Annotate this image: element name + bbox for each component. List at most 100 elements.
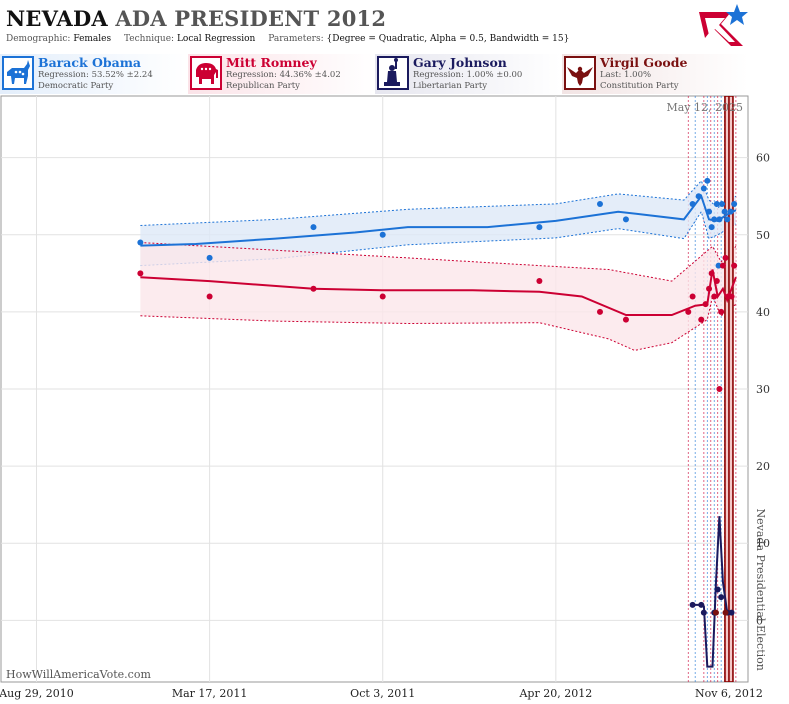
candidate-name: Virgil Goode (600, 55, 688, 70)
plot-area (137, 96, 738, 682)
liberty-statue-icon (377, 56, 409, 90)
poll-point (711, 216, 718, 223)
eagle-icon (564, 56, 596, 90)
x-tick-label: Aug 29, 2010 (0, 687, 74, 700)
candidate-regression: Regression: 44.36% ±4.02 (226, 70, 341, 80)
parameters-label: Parameters: (268, 34, 324, 44)
poll-point (379, 231, 386, 238)
candidate-legend: Barack Obama Regression: 53.52% ±2.24 De… (0, 54, 748, 94)
demographic-label: Demographic: (6, 34, 71, 44)
elephant-icon (190, 56, 222, 90)
y-tick-label: 0 (756, 614, 763, 627)
poll-point (700, 609, 707, 616)
poll-point (711, 293, 718, 300)
poll-point (596, 308, 603, 315)
poll-point (718, 594, 725, 601)
candidate-regression: Last: 1.00% (600, 70, 652, 80)
poll-point (712, 609, 719, 616)
confidence-upper (140, 179, 737, 226)
candidate-name: Barack Obama (38, 55, 142, 70)
poll-point (722, 609, 729, 616)
poll-point (704, 177, 711, 184)
confidence-upper (140, 242, 737, 282)
poll-point (622, 316, 629, 323)
poll-point (724, 216, 731, 223)
poll-point (716, 216, 723, 223)
confidence-lower (140, 210, 737, 267)
x-tick-label: Apr 20, 2012 (518, 687, 592, 700)
candidate-name: Gary Johnson (413, 55, 507, 70)
donkey-icon (2, 56, 34, 90)
poll-point (727, 208, 734, 215)
poll-point (713, 278, 720, 285)
parameters-line: Demographic: Females Technique: Local Re… (6, 34, 579, 44)
poll-point (536, 278, 543, 285)
poll-point (698, 316, 705, 323)
chart-header: NEVADA ADA PRESIDENT 2012 Demographic: F… (0, 0, 789, 52)
candidate-romney[interactable]: Mitt Romney Regression: 44.36% ±4.02 Rep… (188, 54, 374, 94)
y-tick-label: 40 (756, 306, 770, 319)
poll-point (689, 601, 696, 608)
candidate-goode[interactable]: Virgil Goode Last: 1.00% Constitution Pa… (562, 54, 748, 94)
candidate-obama[interactable]: Barack Obama Regression: 53.52% ±2.24 De… (0, 54, 186, 94)
candidate-name: Mitt Romney (226, 55, 317, 70)
title-rest: ADA PRESIDENT 2012 (115, 6, 387, 31)
poll-point (695, 193, 702, 200)
poll-point (689, 200, 696, 207)
poll-point (689, 293, 696, 300)
parameters-value: {Degree = Quadratic, Alpha = 0.5, Bandwi… (326, 34, 570, 44)
y-tick-label: 30 (756, 383, 770, 396)
poll-point (706, 208, 713, 215)
poll-point (596, 200, 603, 207)
poll-point (310, 285, 317, 292)
poll-point (206, 254, 213, 261)
site-credit: HowWillAmericaVote.com (6, 668, 151, 681)
candidate-johnson[interactable]: Gary Johnson Regression: 1.00% ±0.00 Lib… (375, 54, 561, 94)
poll-point (536, 224, 543, 231)
poll-point (206, 293, 213, 300)
candidate-party: Libertarian Party (413, 81, 488, 91)
poll-point (718, 308, 725, 315)
x-tick-label: Mar 17, 2011 (172, 687, 248, 700)
poll-point (719, 262, 726, 269)
flag-star-logo-icon (699, 4, 748, 46)
poll-point (719, 200, 726, 207)
poll-point (137, 239, 144, 246)
y-tick-label: 60 (756, 152, 770, 165)
poll-point (731, 262, 738, 269)
candidate-regression: Regression: 53.52% ±2.24 (38, 70, 153, 80)
poll-point (728, 609, 735, 616)
candidate-party: Constitution Party (600, 81, 679, 91)
x-tick-label: Nov 6, 2012 (695, 687, 763, 700)
poll-point (713, 200, 720, 207)
poll-point (379, 293, 386, 300)
poll-point (702, 301, 709, 308)
poll-point (706, 285, 713, 292)
y-tick-label: 10 (756, 537, 770, 550)
y-tick-label: 20 (756, 460, 770, 473)
demographic-value: Females (73, 34, 112, 44)
poll-point (716, 386, 723, 392)
candidate-regression: Regression: 1.00% ±0.00 (413, 70, 523, 80)
poll-point (700, 185, 707, 192)
confidence-band (140, 180, 736, 266)
candidate-party: Democratic Party (38, 81, 114, 91)
poll-point (708, 270, 715, 277)
poll-point (731, 200, 738, 207)
poll-point (721, 208, 728, 215)
trend-line (140, 269, 737, 316)
x-tick-label: Oct 3, 2011 (350, 687, 415, 700)
confidence-band (140, 242, 736, 351)
poll-point (698, 601, 705, 608)
poll-point (685, 308, 692, 315)
poll-point (622, 216, 629, 223)
y-tick-label: 50 (756, 229, 770, 242)
poll-point (714, 586, 721, 593)
page-title: NEVADA ADA PRESIDENT 2012 (6, 6, 386, 31)
event-label: Nevada Presidential Election (754, 509, 767, 671)
poll-point (310, 224, 317, 231)
confidence-lower (140, 294, 737, 351)
technique-label: Technique: (124, 34, 175, 44)
poll-point (708, 224, 715, 231)
